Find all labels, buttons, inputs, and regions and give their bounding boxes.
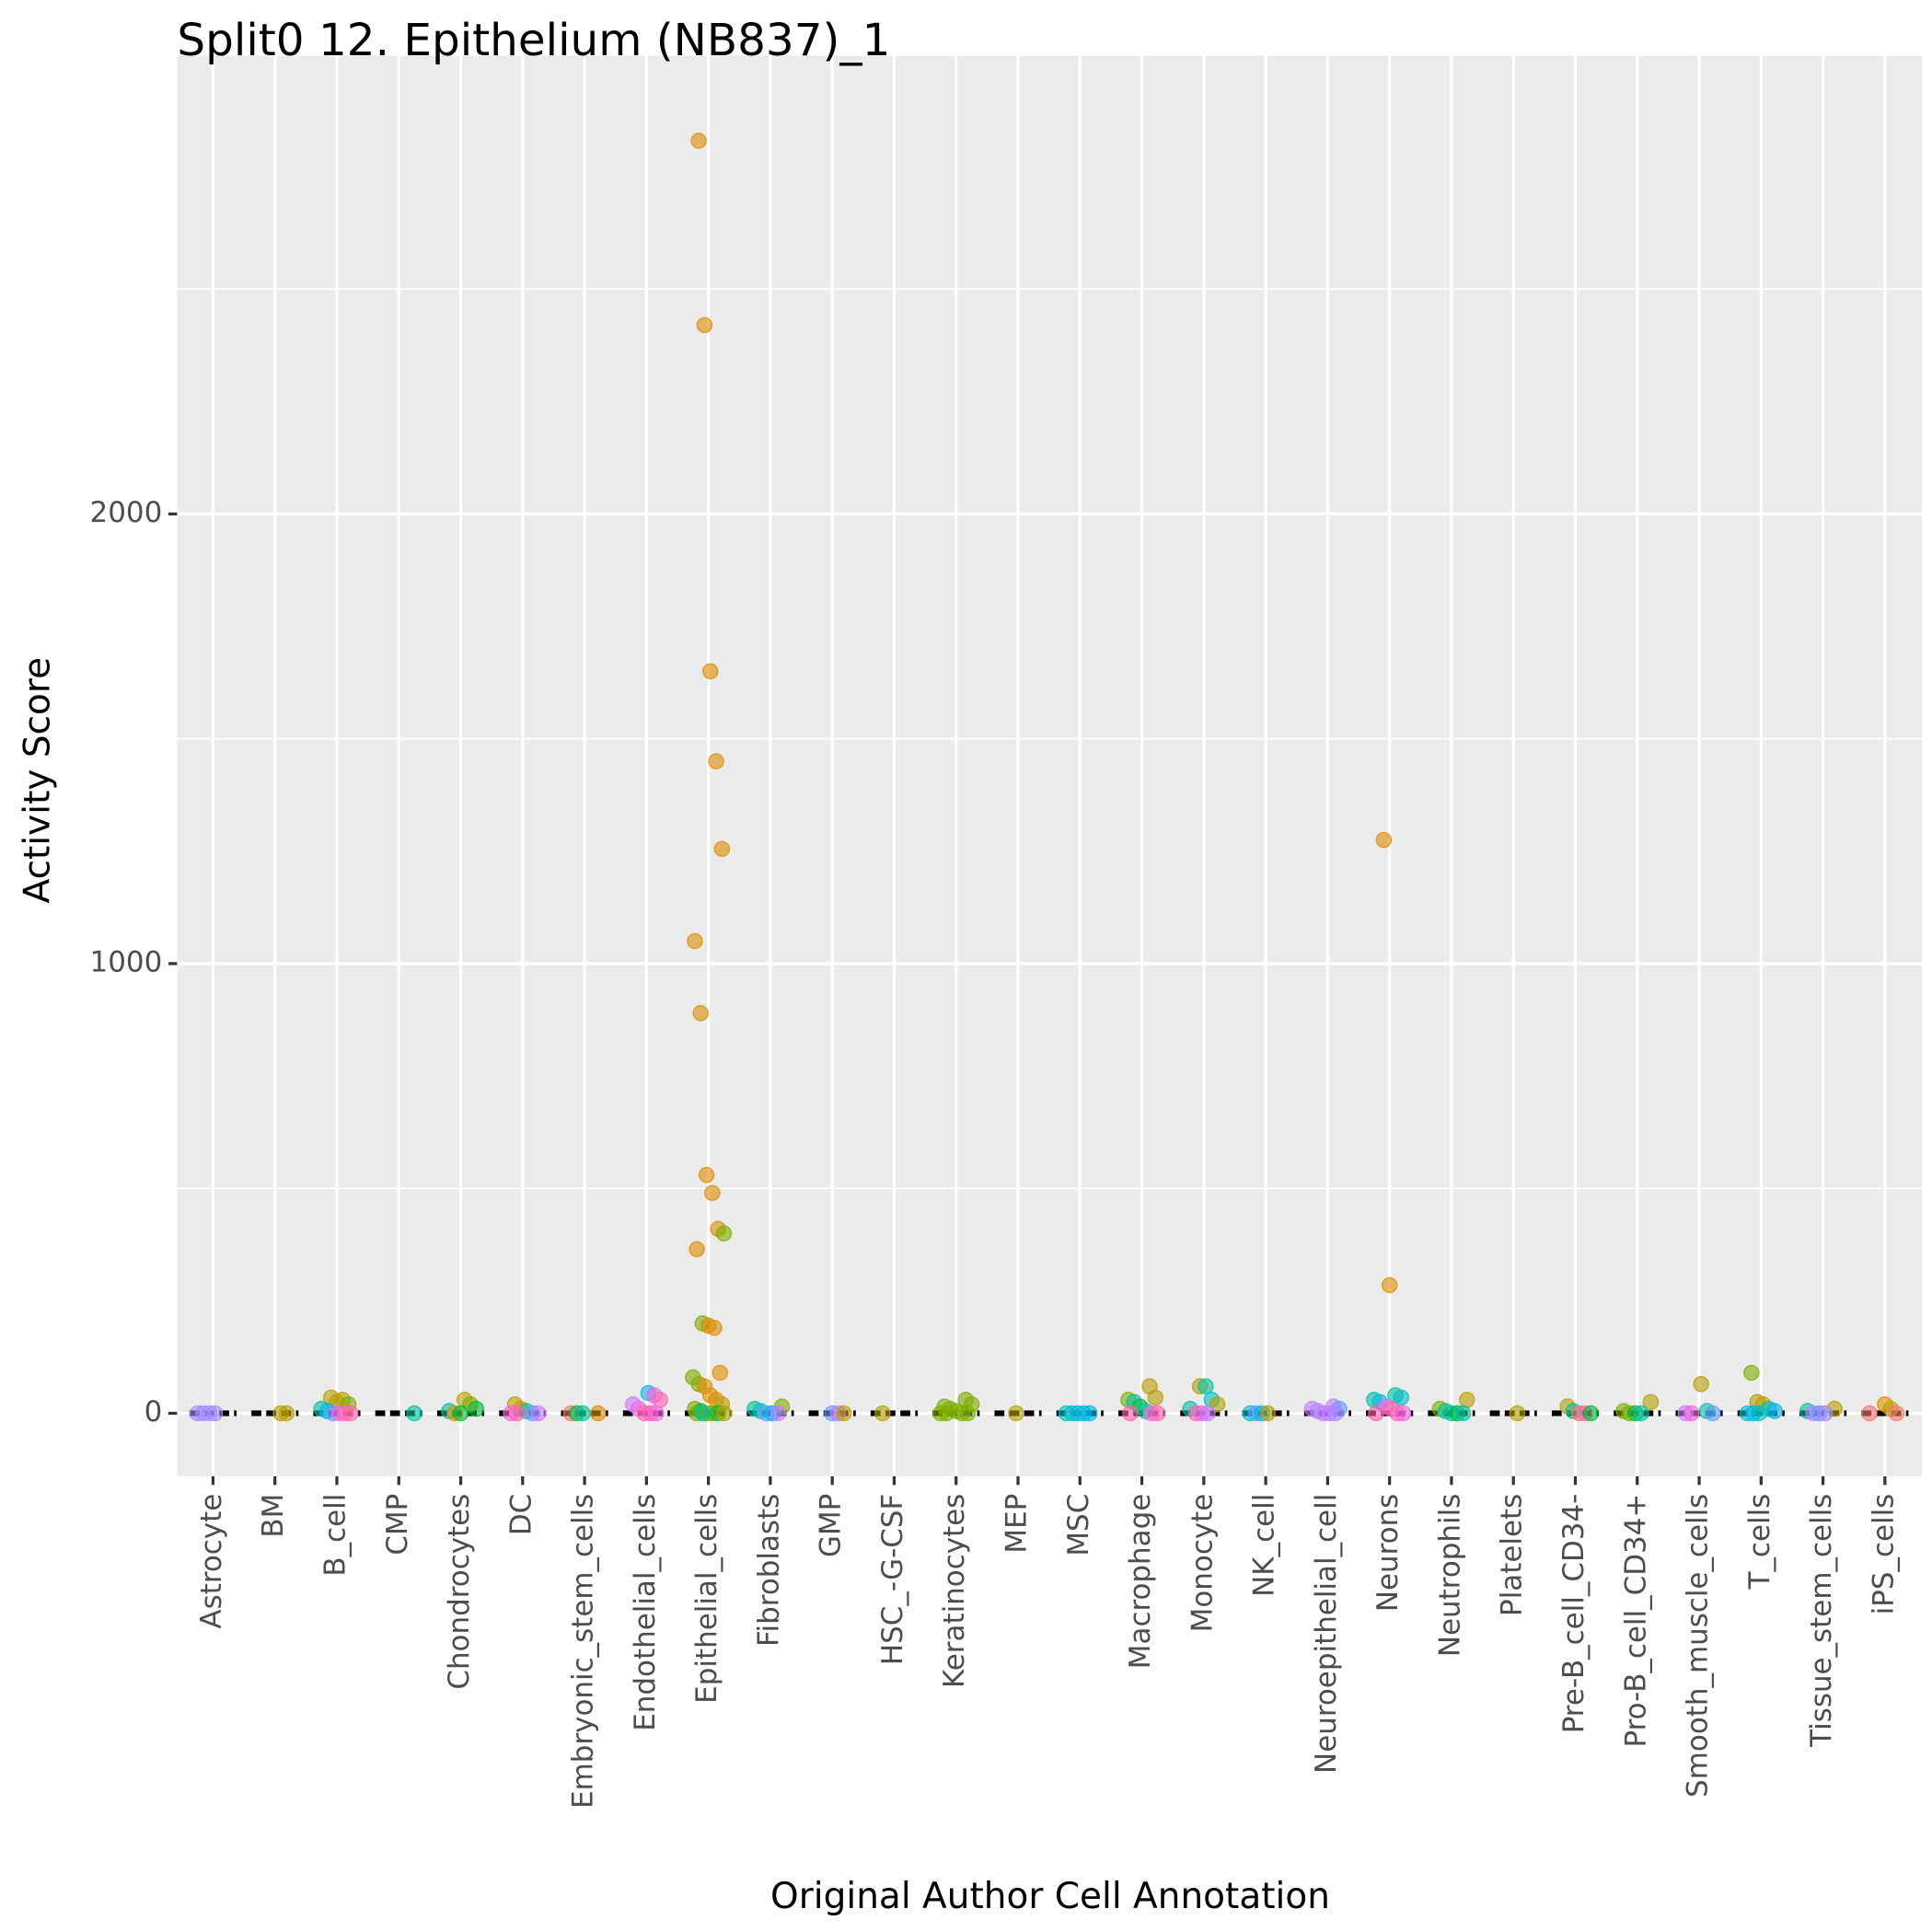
point — [452, 1405, 469, 1422]
point — [1888, 1405, 1905, 1422]
point — [694, 1405, 711, 1422]
x-tick-label: Neutrophils — [1433, 1494, 1466, 1657]
x-tick-label: DC — [504, 1494, 538, 1535]
point — [713, 840, 731, 858]
x-tick-label: MEP — [1001, 1494, 1034, 1554]
point — [688, 1241, 705, 1257]
point — [341, 1405, 359, 1422]
x-tick-label: Neurons — [1371, 1494, 1405, 1612]
x-tick-label: GMP — [815, 1494, 848, 1557]
x-tick-label: Epithelial_cells — [690, 1494, 723, 1704]
point — [1394, 1405, 1412, 1422]
point — [652, 1392, 668, 1408]
plot-layer: 0 1000 2000 Astrocyte BM B_cell CMP Chondrocyte… — [90, 55, 1923, 1809]
point — [406, 1405, 422, 1422]
x-tick-label: CMP — [381, 1494, 414, 1556]
point — [1368, 1405, 1384, 1422]
x-tick-label: Platelets — [1496, 1494, 1529, 1616]
point — [590, 1405, 607, 1422]
point — [874, 1405, 891, 1422]
point — [1683, 1405, 1700, 1422]
y-tick-label: 2000 — [90, 496, 163, 529]
point — [715, 1225, 733, 1242]
x-tick-label: Pro-B_cell_CD34+ — [1619, 1494, 1652, 1748]
x-tick-label: Embryonic_stem_cells — [567, 1494, 600, 1809]
point — [706, 1319, 723, 1336]
point — [769, 1405, 787, 1422]
x-tick-label: Smooth_muscle_cells — [1682, 1494, 1715, 1798]
x-tick-label: Endothelial_cells — [629, 1494, 662, 1731]
point — [1149, 1405, 1166, 1422]
point — [836, 1405, 852, 1422]
point — [1693, 1375, 1709, 1393]
x-tick-label: B_cell — [318, 1494, 352, 1577]
y-tick-label: 1000 — [90, 945, 163, 978]
point — [1393, 1389, 1410, 1406]
point — [690, 133, 707, 149]
point — [1375, 831, 1393, 849]
x-tick-label: Pre-B_cell_CD34- — [1557, 1494, 1591, 1734]
point — [959, 1405, 977, 1422]
point — [1381, 1277, 1398, 1293]
x-tick-label: Tissue_stem_cells — [1805, 1494, 1838, 1748]
point — [1122, 1405, 1139, 1422]
point — [1642, 1394, 1660, 1410]
x-axis-title: Original Author Cell Annotation — [770, 1876, 1330, 1917]
point — [648, 1405, 665, 1422]
point — [1197, 1378, 1214, 1394]
point — [711, 1364, 728, 1382]
x-tick-label: iPS_cells — [1867, 1494, 1900, 1615]
point — [1705, 1405, 1721, 1422]
point — [1459, 1392, 1475, 1408]
point — [1751, 1405, 1767, 1422]
x-tick-label: Chondrocytes — [443, 1494, 476, 1690]
x-tick-label: Neuroepithelial_cell — [1310, 1494, 1343, 1774]
x-tick-label: Macrophage — [1124, 1494, 1157, 1670]
point — [715, 1405, 733, 1422]
x-tick-label: HSC_-G-CSF — [876, 1494, 909, 1665]
point — [696, 317, 713, 333]
point — [278, 1405, 295, 1422]
point — [1259, 1405, 1276, 1422]
point — [1861, 1405, 1878, 1422]
point — [1147, 1389, 1164, 1406]
point — [1816, 1405, 1834, 1422]
y-tick-label: 0 — [145, 1395, 163, 1429]
point — [1743, 1364, 1760, 1382]
point — [508, 1405, 526, 1422]
x-tick-label: Fibroblasts — [752, 1494, 785, 1647]
point — [692, 1004, 709, 1022]
x-tick-label: T_cells — [1743, 1494, 1776, 1591]
point — [704, 1185, 721, 1201]
point — [1509, 1405, 1526, 1422]
point — [206, 1405, 224, 1422]
point — [1327, 1405, 1344, 1422]
x-tick-label: Keratinocytes — [938, 1494, 971, 1688]
x-tick-label: Monocyte — [1186, 1494, 1219, 1633]
point — [1766, 1403, 1783, 1419]
point — [529, 1405, 547, 1422]
chart-title: Split0 12. Epithelium (NB837)_1 — [177, 15, 890, 66]
x-tick-label: MSC — [1062, 1494, 1095, 1556]
point — [687, 932, 703, 950]
point — [701, 663, 719, 680]
x-tick-label: NK_cell — [1248, 1494, 1281, 1597]
point — [1082, 1405, 1098, 1422]
x-tick-label: BM — [257, 1494, 290, 1538]
point — [1582, 1405, 1600, 1422]
point — [468, 1400, 485, 1417]
point — [708, 753, 724, 769]
point — [1454, 1405, 1472, 1422]
point — [1008, 1405, 1024, 1422]
point — [574, 1405, 591, 1422]
y-axis-title: Activity Score — [17, 657, 59, 903]
point — [698, 1166, 715, 1184]
point — [1633, 1405, 1649, 1422]
point — [938, 1405, 954, 1422]
point — [1199, 1405, 1216, 1422]
x-tick-label: Astrocyte — [195, 1494, 228, 1629]
panel — [177, 55, 1923, 1476]
